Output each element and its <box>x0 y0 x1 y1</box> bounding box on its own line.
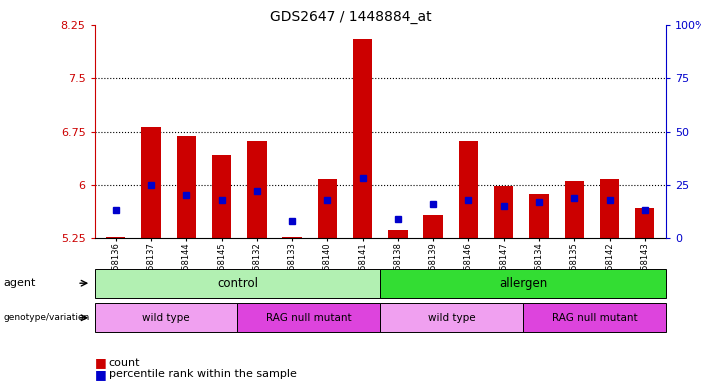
Bar <box>283 237 302 238</box>
Bar <box>212 155 231 238</box>
Bar <box>529 194 549 238</box>
Bar <box>247 141 266 238</box>
Bar <box>142 127 161 238</box>
Text: control: control <box>217 277 258 290</box>
Text: allergen: allergen <box>499 277 547 290</box>
Text: agent: agent <box>4 278 36 288</box>
Bar <box>177 136 196 238</box>
Bar <box>388 230 407 238</box>
Text: genotype/variation: genotype/variation <box>4 313 90 322</box>
Bar <box>458 141 478 238</box>
Bar <box>318 179 337 238</box>
Text: count: count <box>109 358 140 368</box>
Bar <box>106 237 125 238</box>
Bar <box>494 186 513 238</box>
Bar <box>423 215 443 238</box>
Text: ■: ■ <box>95 368 107 381</box>
Text: GDS2647 / 1448884_at: GDS2647 / 1448884_at <box>270 10 431 23</box>
Text: wild type: wild type <box>142 313 190 323</box>
Text: RAG null mutant: RAG null mutant <box>266 313 352 323</box>
Bar <box>600 179 619 238</box>
Text: wild type: wild type <box>428 313 475 323</box>
Bar <box>564 181 584 238</box>
Text: percentile rank within the sample: percentile rank within the sample <box>109 369 297 379</box>
Bar <box>635 207 655 238</box>
Text: ■: ■ <box>95 356 107 369</box>
Bar <box>353 39 372 238</box>
Text: RAG null mutant: RAG null mutant <box>552 313 637 323</box>
